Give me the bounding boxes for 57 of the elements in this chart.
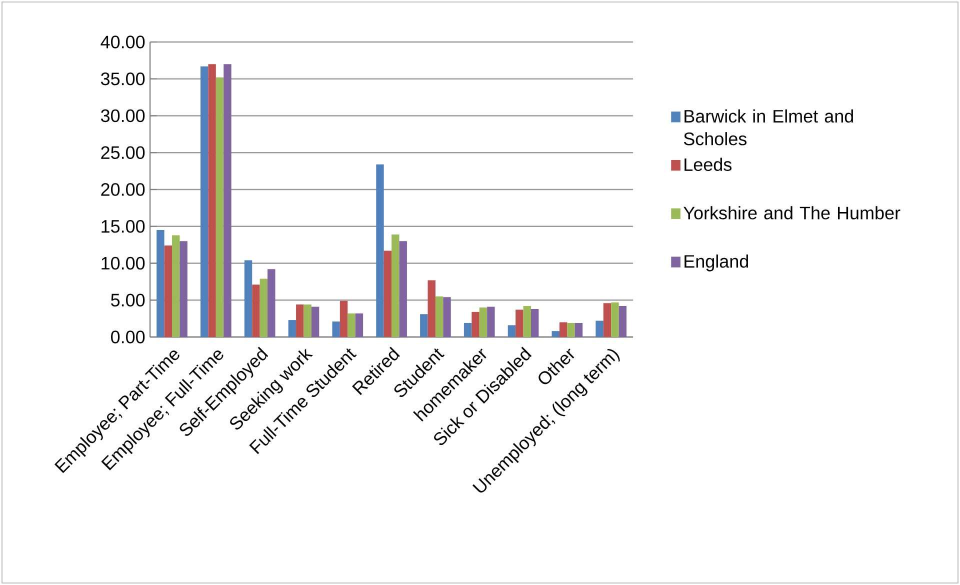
bar	[355, 313, 364, 337]
bar	[611, 302, 619, 337]
bar	[523, 306, 531, 337]
bar	[392, 234, 400, 337]
bar	[552, 331, 560, 337]
bar	[296, 304, 304, 337]
legend-label: Barwick in Elmet and Scholes	[684, 109, 853, 146]
bar	[224, 64, 232, 337]
bar	[216, 77, 224, 337]
bar	[443, 297, 451, 337]
legend-label: Leeds	[684, 158, 732, 171]
bar	[435, 296, 444, 337]
y-tick-label: 5.00	[111, 294, 145, 306]
bar	[311, 306, 320, 337]
bar	[288, 320, 296, 337]
bar	[332, 322, 340, 337]
y-tick-label: 35.00	[100, 72, 145, 86]
bar	[252, 284, 260, 337]
bar	[340, 300, 348, 337]
bar	[180, 241, 188, 337]
bar	[348, 313, 356, 337]
bar	[172, 235, 180, 337]
y-tick-label: 0.00	[111, 330, 145, 344]
y-tick-label: 15.00	[102, 220, 145, 233]
bar	[596, 320, 604, 337]
bar	[420, 314, 428, 337]
y-tick-label: 20.00	[101, 183, 145, 196]
bar	[428, 280, 436, 337]
bar	[464, 322, 472, 337]
bar	[260, 278, 268, 337]
bar	[208, 64, 216, 337]
y-tick-label: 10.00	[102, 256, 145, 270]
bar	[618, 306, 627, 337]
bar	[487, 306, 495, 337]
bar	[268, 269, 276, 337]
bar	[603, 303, 612, 337]
bar	[156, 230, 164, 337]
bar	[530, 308, 539, 337]
legend-label: England	[684, 254, 748, 272]
bar	[516, 310, 524, 337]
bar	[472, 312, 480, 337]
bar	[479, 307, 488, 337]
bar	[508, 325, 516, 337]
bar	[574, 322, 583, 337]
bar	[244, 260, 252, 337]
bar	[164, 246, 172, 337]
bar	[559, 322, 568, 337]
bar	[200, 66, 208, 337]
y-tick-label: 40.00	[100, 36, 145, 48]
legend-label: Yorkshire and The Humber	[684, 206, 900, 220]
bar	[399, 241, 407, 337]
bar	[304, 304, 312, 337]
bar	[567, 322, 575, 337]
y-tick-label: 25.00	[101, 146, 145, 159]
y-tick-label: 30.00	[100, 109, 145, 122]
bar	[376, 164, 384, 337]
bar	[384, 250, 392, 337]
